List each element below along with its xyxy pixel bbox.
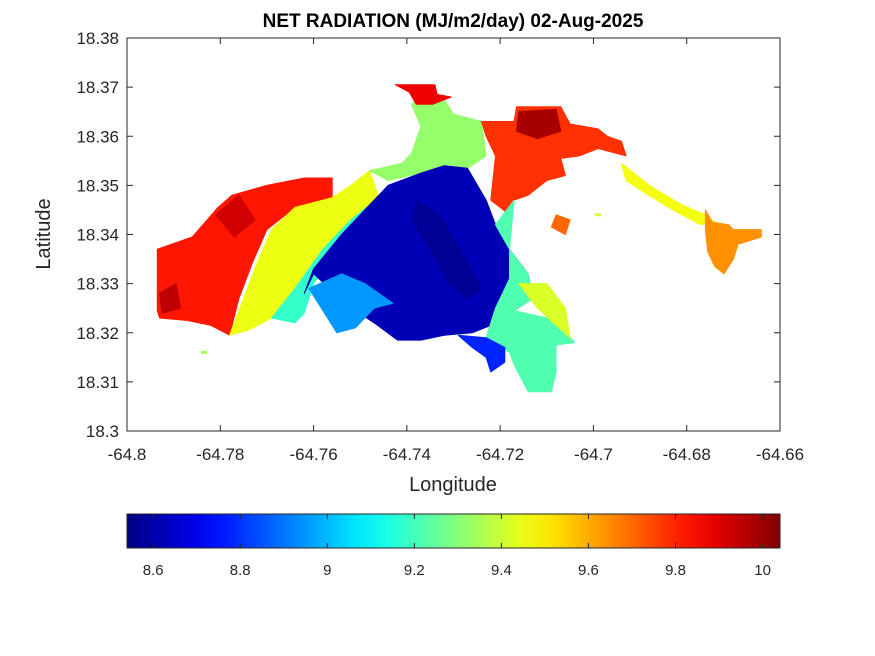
colorbar-tick-label: 9.4 (491, 562, 512, 579)
map-region-north-tab (369, 91, 487, 181)
map-region-west-northwest (215, 194, 256, 238)
colorbar-tick-label: 9.2 (404, 562, 425, 579)
y-tick-label: 18.31 (76, 373, 119, 392)
y-tick-label: 18.3 (86, 422, 119, 441)
colorbar-gradient (126, 513, 781, 549)
y-axis: 18.3 18.31 18.32 18.33 18.34 18.35 18.36 18.37 1… (76, 29, 780, 441)
map-outlier-cell (595, 213, 602, 217)
map-region-southeast-yellow (518, 283, 571, 339)
map-region-northeast-spur (550, 214, 571, 235)
y-tick-label: 18.38 (76, 29, 119, 48)
y-tick-label: 18.32 (76, 324, 119, 343)
colorbar-ticks: 8.6 8.8 9 9.2 9.4 9.6 9.8 10 (143, 514, 771, 579)
map-layer (156, 84, 762, 393)
colorbar: 8.6 8.8 9 9.2 9.4 9.6 9.8 10 (126, 513, 781, 579)
map-region-northeast (481, 106, 627, 216)
map-region-south-arm (308, 273, 394, 334)
x-tick-label: -64.78 (196, 445, 244, 464)
y-tick-label: 18.35 (76, 176, 119, 195)
map-region-south-blue-edge (457, 334, 506, 373)
chart-title: NET RADIATION (MJ/m2/day) 02-Aug-2025 (263, 11, 644, 32)
x-tick-label: -64.66 (756, 445, 804, 464)
x-tick-label: -64.8 (108, 445, 147, 464)
x-tick-label: -64.72 (476, 445, 524, 464)
y-axis-label: Latitude (33, 198, 55, 269)
colorbar-tick-label: 9 (323, 562, 331, 579)
map-region-northeast-peak (516, 108, 562, 140)
x-tick-label: -64.7 (574, 445, 613, 464)
colorbar-tick-label: 9.6 (578, 562, 599, 579)
map-outlier-cell (201, 350, 207, 354)
x-tick-label: -64.74 (383, 445, 431, 464)
colorbar-tick-label: 10 (754, 562, 771, 579)
map-region-core-dark (411, 199, 482, 299)
map-region-east-lobe (704, 209, 762, 275)
y-tick-label: 18.37 (76, 78, 119, 97)
map-region-west-inner (159, 283, 182, 314)
y-tick-label: 18.33 (76, 275, 119, 294)
y-tick-label: 18.36 (76, 127, 119, 146)
colorbar-tick-label: 8.6 (143, 562, 164, 579)
x-axis-label: Longitude (409, 474, 497, 496)
x-axis: -64.8 -64.78 -64.76 -64.74 -64.72 -64.7 -64.68… (108, 38, 804, 464)
map-region-east-strip (620, 162, 716, 226)
colorbar-tick-label: 9.8 (665, 562, 686, 579)
map-region-north-tip (394, 84, 452, 105)
y-tick-label: 18.34 (76, 226, 119, 245)
colorbar-tick-label: 8.8 (230, 562, 251, 579)
x-tick-label: -64.76 (289, 445, 337, 464)
x-tick-label: -64.68 (663, 445, 711, 464)
